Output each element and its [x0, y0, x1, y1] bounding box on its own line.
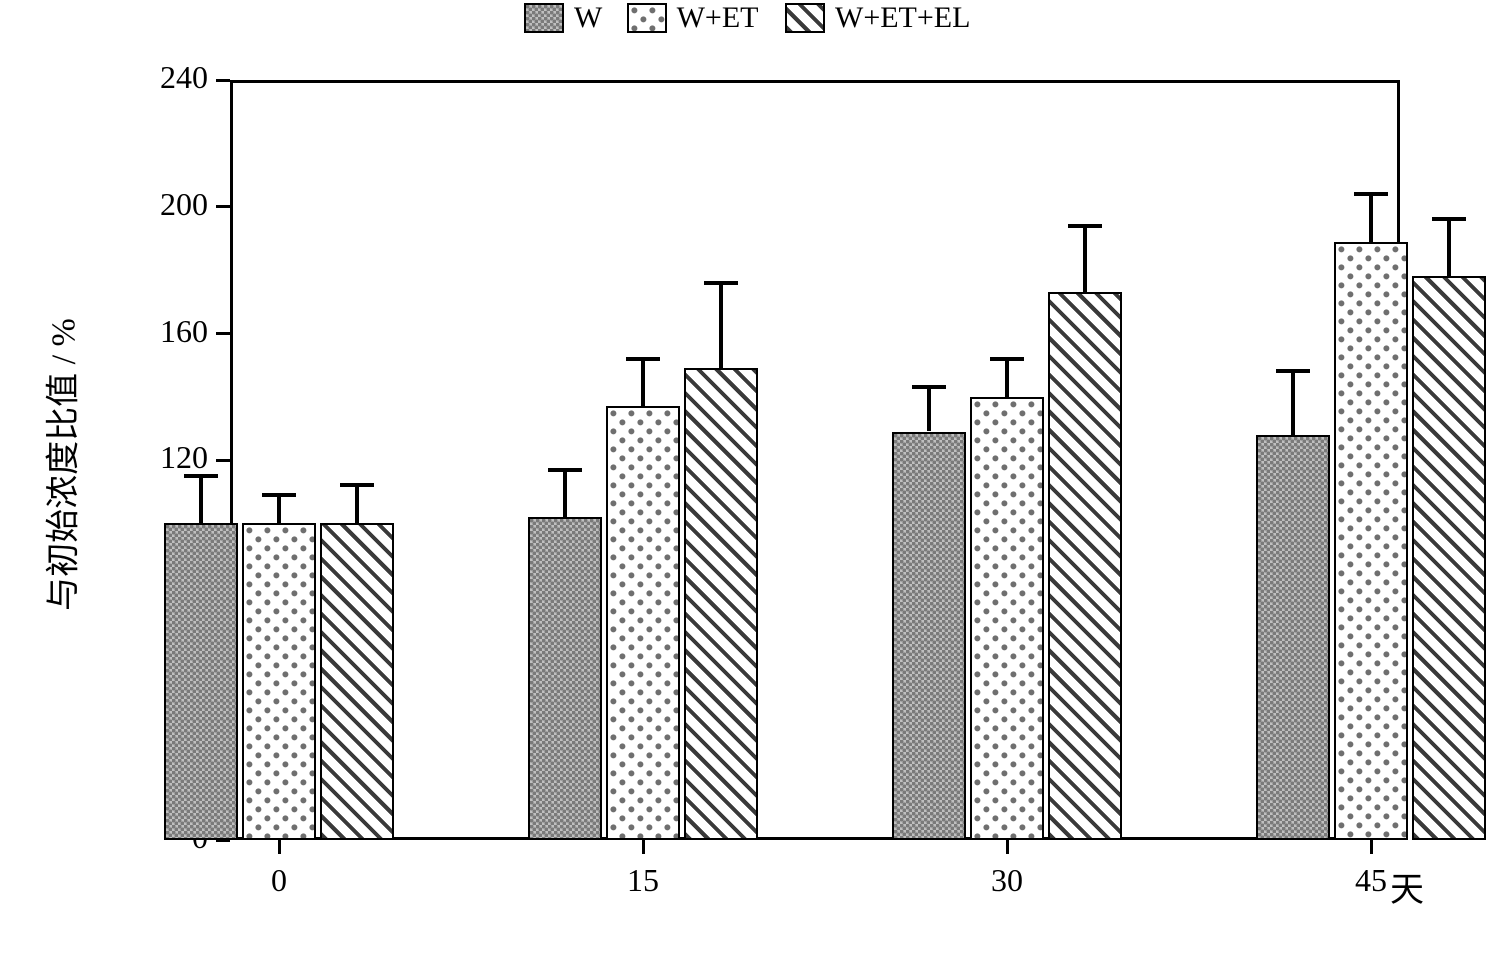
legend-label: W+ET — [677, 1, 759, 35]
legend-item: W+ET — [627, 0, 759, 36]
x-tick — [1370, 840, 1373, 854]
error-bar — [641, 359, 645, 407]
error-bar — [1291, 371, 1295, 434]
x-tick — [642, 840, 645, 854]
error-cap — [1354, 192, 1388, 196]
y-tick — [216, 459, 230, 462]
bar-WplusET — [242, 523, 316, 840]
error-cap — [1068, 224, 1102, 228]
x-axis-label: 天 — [1390, 862, 1424, 911]
error-bar — [199, 476, 203, 524]
error-cap — [1276, 369, 1310, 373]
y-tick-label: 200 — [160, 186, 208, 223]
error-cap — [626, 357, 660, 361]
error-bar — [563, 470, 567, 518]
y-tick-label: 160 — [160, 313, 208, 350]
legend-item: W — [524, 0, 602, 36]
bar-WplusETplusEL — [684, 368, 758, 840]
bar-W — [1256, 435, 1330, 840]
error-cap — [1432, 217, 1466, 221]
legend-swatch — [524, 3, 564, 33]
bar-WplusET — [606, 406, 680, 840]
x-tick — [1006, 840, 1009, 854]
axis-line-bottom — [230, 837, 1400, 840]
y-tick — [216, 205, 230, 208]
x-tick-label: 30 — [977, 862, 1037, 899]
error-bar — [355, 485, 359, 523]
error-cap — [912, 385, 946, 389]
y-tick — [216, 79, 230, 82]
bar-WplusET — [1334, 242, 1408, 841]
error-bar — [1083, 226, 1087, 293]
bar-W — [528, 517, 602, 840]
y-tick — [216, 332, 230, 335]
error-bar — [927, 387, 931, 431]
chart-container: 04080120160200240与初始浓度比值 / %0153045天WW+E… — [0, 0, 1489, 968]
error-bar — [1369, 194, 1373, 242]
legend-swatch — [785, 3, 825, 33]
error-bar — [719, 283, 723, 369]
error-bar — [1005, 359, 1009, 397]
legend-label: W+ET+EL — [835, 1, 970, 35]
error-bar — [277, 495, 281, 524]
error-cap — [704, 281, 738, 285]
error-bar — [1447, 219, 1451, 276]
x-tick — [278, 840, 281, 854]
x-tick-label: 0 — [249, 862, 309, 899]
x-tick-label: 15 — [613, 862, 673, 899]
bar-W — [892, 432, 966, 841]
bar-WplusETplusEL — [1048, 292, 1122, 840]
error-cap — [548, 468, 582, 472]
bar-WplusETplusEL — [1412, 276, 1486, 840]
legend-label: W — [574, 1, 602, 35]
y-axis-label: 与初始浓度比值 / % — [36, 265, 85, 665]
error-cap — [262, 493, 296, 497]
bar-WplusETplusEL — [320, 523, 394, 840]
error-cap — [340, 483, 374, 487]
error-cap — [990, 357, 1024, 361]
bar-W — [164, 523, 238, 840]
y-tick-label: 120 — [160, 439, 208, 476]
bar-WplusET — [970, 397, 1044, 840]
legend-item: W+ET+EL — [785, 0, 970, 36]
error-cap — [184, 474, 218, 478]
legend-swatch — [627, 3, 667, 33]
axis-line-top — [230, 80, 1400, 83]
y-tick-label: 240 — [160, 59, 208, 96]
